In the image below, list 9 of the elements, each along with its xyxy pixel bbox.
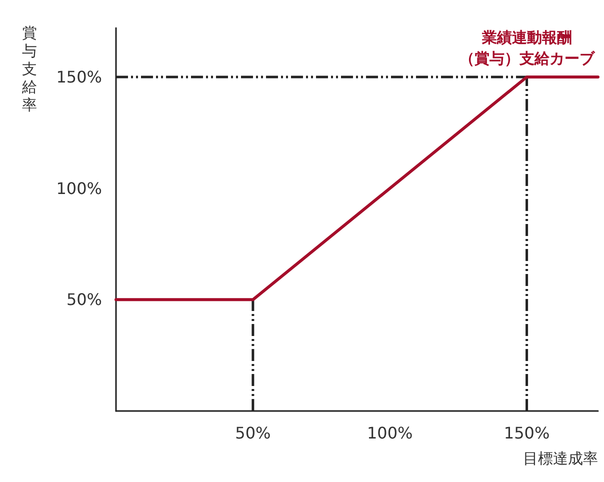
y-tick-label: 100% bbox=[56, 178, 102, 198]
x-tick-label: 100% bbox=[366, 424, 413, 442]
series-label: 業績連動報酬（賞与）支給カーブ bbox=[459, 28, 596, 68]
y-tick-label: 150% bbox=[56, 67, 102, 86]
x-tick-label: 150% bbox=[504, 424, 550, 442]
x-axis-title: 目標達成率 bbox=[523, 450, 598, 468]
y-axis-title: 賞与支給率 bbox=[21, 24, 37, 114]
x-tick-label: 50% bbox=[235, 424, 271, 442]
y-tick-label: 50% bbox=[66, 290, 102, 310]
